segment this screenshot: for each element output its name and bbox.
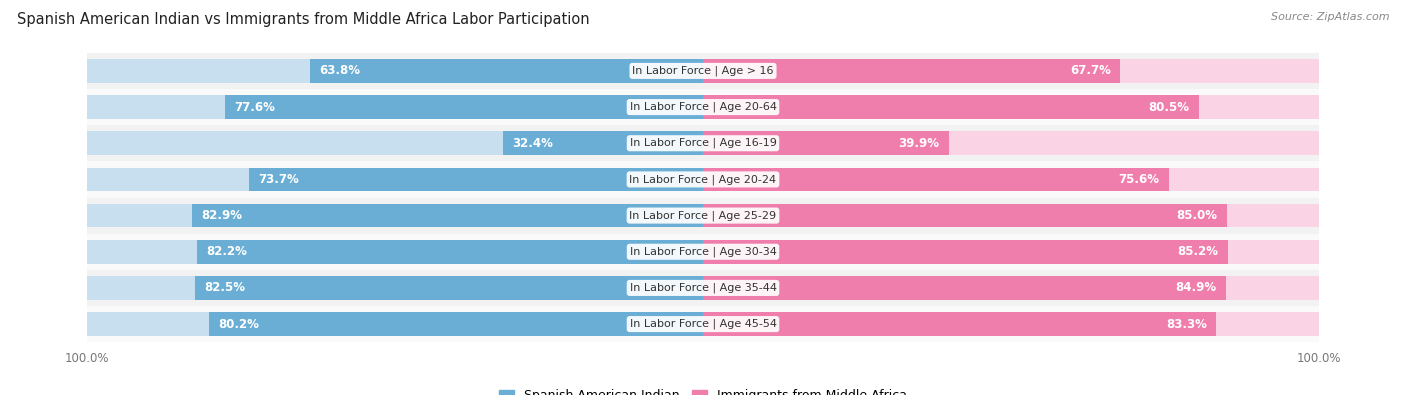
Bar bbox=[703, 312, 1319, 336]
Text: 63.8%: 63.8% bbox=[319, 64, 360, 77]
Bar bbox=[703, 59, 1319, 83]
Text: 32.4%: 32.4% bbox=[513, 137, 554, 150]
Bar bbox=[87, 276, 703, 300]
Bar bbox=[195, 276, 703, 300]
Bar bbox=[87, 59, 703, 83]
Bar bbox=[703, 240, 1319, 263]
Text: In Labor Force | Age 30-34: In Labor Force | Age 30-34 bbox=[630, 246, 776, 257]
Bar bbox=[703, 132, 1319, 155]
Text: In Labor Force | Age 20-64: In Labor Force | Age 20-64 bbox=[630, 102, 776, 112]
Bar bbox=[87, 167, 703, 191]
Text: 82.2%: 82.2% bbox=[205, 245, 247, 258]
Bar bbox=[87, 132, 703, 155]
Text: 73.7%: 73.7% bbox=[259, 173, 299, 186]
Text: 75.6%: 75.6% bbox=[1118, 173, 1160, 186]
Bar bbox=[703, 95, 1199, 119]
Bar bbox=[703, 167, 1319, 191]
Bar bbox=[703, 204, 1226, 228]
Bar bbox=[87, 89, 1319, 125]
Bar bbox=[87, 204, 703, 228]
Text: 77.6%: 77.6% bbox=[235, 101, 276, 114]
Bar bbox=[225, 95, 703, 119]
Text: In Labor Force | Age > 16: In Labor Force | Age > 16 bbox=[633, 66, 773, 76]
Text: In Labor Force | Age 45-54: In Labor Force | Age 45-54 bbox=[630, 319, 776, 329]
Text: 85.0%: 85.0% bbox=[1177, 209, 1218, 222]
Bar bbox=[87, 240, 703, 263]
Text: In Labor Force | Age 16-19: In Labor Force | Age 16-19 bbox=[630, 138, 776, 149]
Text: Spanish American Indian vs Immigrants from Middle Africa Labor Participation: Spanish American Indian vs Immigrants fr… bbox=[17, 12, 589, 27]
Bar bbox=[703, 312, 1216, 336]
Text: 82.5%: 82.5% bbox=[204, 281, 245, 294]
Bar bbox=[703, 276, 1319, 300]
Text: In Labor Force | Age 20-24: In Labor Force | Age 20-24 bbox=[630, 174, 776, 185]
Bar bbox=[87, 198, 1319, 234]
Bar bbox=[703, 95, 1319, 119]
Text: 84.9%: 84.9% bbox=[1175, 281, 1216, 294]
Bar bbox=[503, 132, 703, 155]
Bar bbox=[703, 167, 1168, 191]
Bar bbox=[703, 204, 1319, 228]
Bar bbox=[309, 59, 703, 83]
Bar bbox=[87, 161, 1319, 198]
Text: 80.2%: 80.2% bbox=[218, 318, 259, 331]
Bar bbox=[249, 167, 703, 191]
Text: In Labor Force | Age 35-44: In Labor Force | Age 35-44 bbox=[630, 283, 776, 293]
Bar bbox=[87, 270, 1319, 306]
Bar bbox=[193, 204, 703, 228]
Bar bbox=[87, 125, 1319, 161]
Text: 82.9%: 82.9% bbox=[201, 209, 243, 222]
Text: 83.3%: 83.3% bbox=[1166, 318, 1206, 331]
Bar bbox=[703, 59, 1121, 83]
Bar bbox=[197, 240, 703, 263]
Bar bbox=[87, 53, 1319, 89]
Text: In Labor Force | Age 25-29: In Labor Force | Age 25-29 bbox=[630, 210, 776, 221]
Bar bbox=[703, 132, 949, 155]
Legend: Spanish American Indian, Immigrants from Middle Africa: Spanish American Indian, Immigrants from… bbox=[494, 384, 912, 395]
Text: 39.9%: 39.9% bbox=[898, 137, 939, 150]
Text: 80.5%: 80.5% bbox=[1149, 101, 1189, 114]
Bar bbox=[703, 240, 1227, 263]
Bar bbox=[87, 306, 1319, 342]
Bar bbox=[87, 312, 703, 336]
Text: Source: ZipAtlas.com: Source: ZipAtlas.com bbox=[1271, 12, 1389, 22]
Text: 85.2%: 85.2% bbox=[1178, 245, 1219, 258]
Bar bbox=[209, 312, 703, 336]
Bar bbox=[87, 95, 703, 119]
Bar bbox=[703, 276, 1226, 300]
Text: 67.7%: 67.7% bbox=[1070, 64, 1111, 77]
Bar bbox=[87, 234, 1319, 270]
